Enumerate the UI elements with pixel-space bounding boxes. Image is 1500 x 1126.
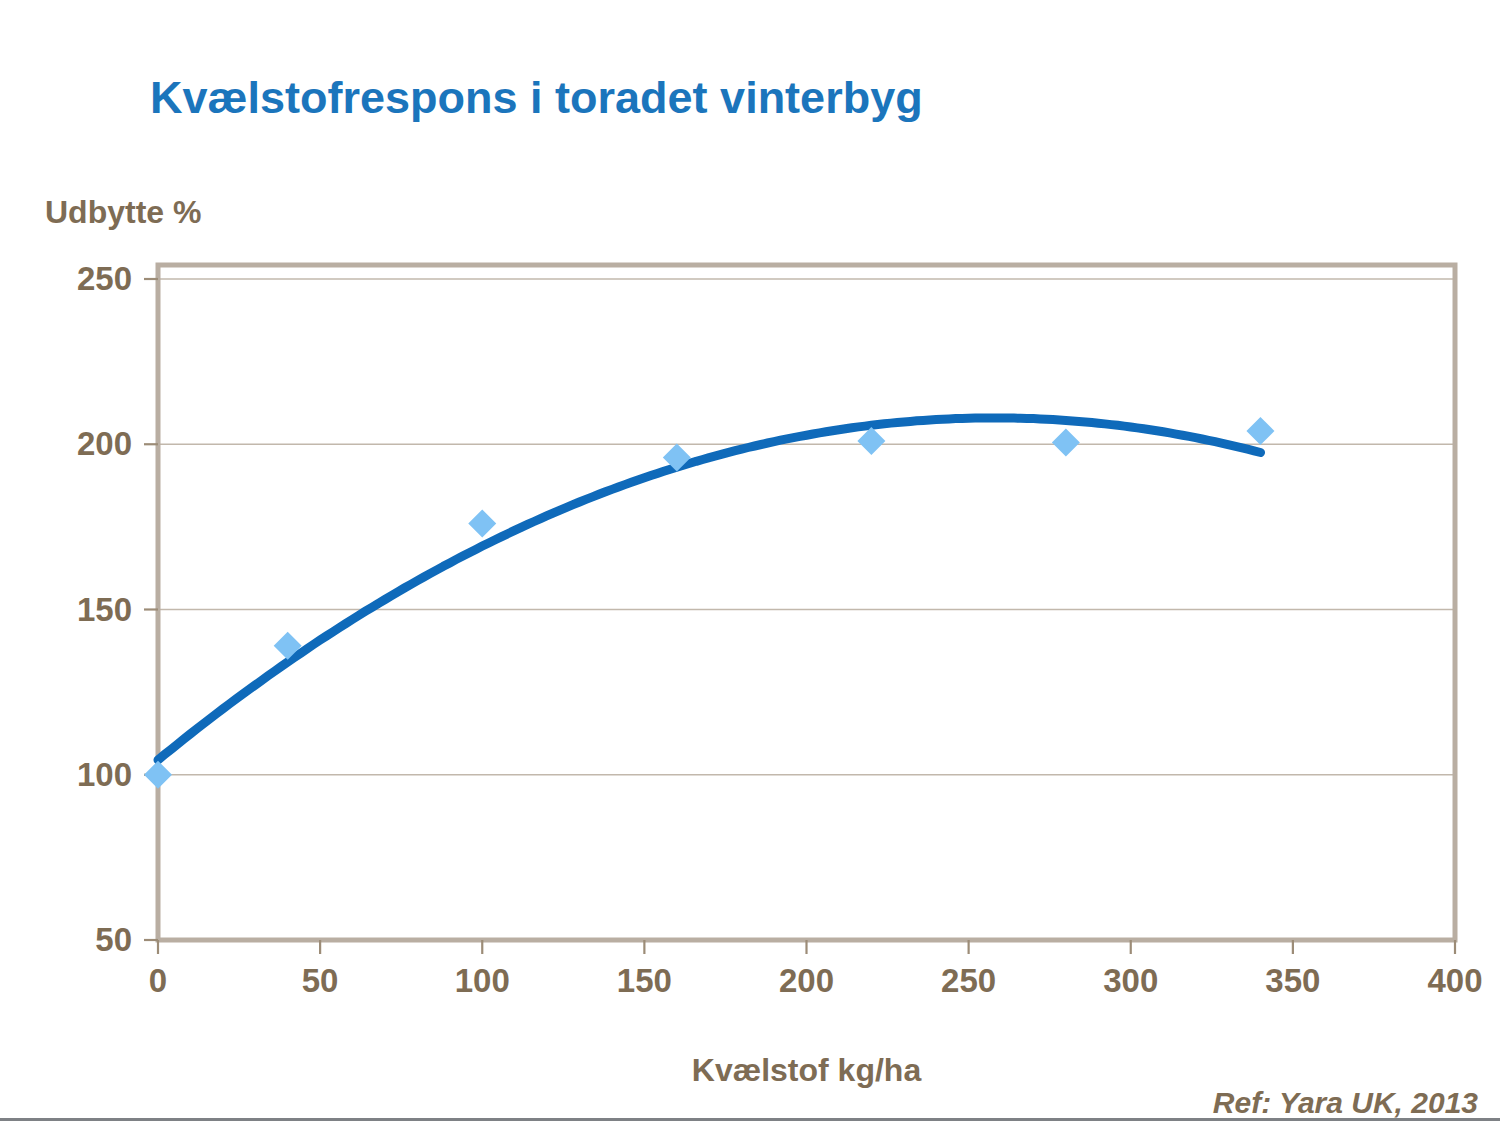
y-tick-label: 100 bbox=[77, 756, 132, 793]
x-tick-label: 350 bbox=[1265, 962, 1320, 999]
data-point-diamond bbox=[1052, 429, 1080, 457]
x-tick-label: 200 bbox=[779, 962, 834, 999]
y-tick-label: 150 bbox=[77, 591, 132, 628]
data-point-diamond bbox=[468, 510, 496, 538]
x-tick-label: 50 bbox=[302, 962, 339, 999]
x-tick-label: 400 bbox=[1427, 962, 1482, 999]
x-tick-label: 150 bbox=[617, 962, 672, 999]
plot-border bbox=[158, 265, 1455, 940]
trend-curve bbox=[158, 418, 1261, 760]
x-tick-label: 250 bbox=[941, 962, 996, 999]
chart-canvas: 50 100 150 200 250 0 50 100 150 200 250 300 350 400 bbox=[0, 0, 1500, 1126]
reference-label: Ref: Yara UK, 2013 bbox=[1213, 1086, 1478, 1120]
y-tick-label: 200 bbox=[77, 425, 132, 462]
bottom-divider-line bbox=[0, 1118, 1500, 1121]
x-tick-label: 300 bbox=[1103, 962, 1158, 999]
x-tick-label: 100 bbox=[455, 962, 510, 999]
data-point-diamond bbox=[1246, 417, 1274, 445]
data-point-diamond bbox=[857, 427, 885, 455]
x-axis-title: Kvælstof kg/ha bbox=[158, 1052, 1455, 1089]
y-tick-label: 250 bbox=[77, 260, 132, 297]
data-point-diamond bbox=[144, 761, 172, 789]
y-tick-label: 50 bbox=[95, 921, 132, 958]
x-tick-label: 0 bbox=[149, 962, 167, 999]
